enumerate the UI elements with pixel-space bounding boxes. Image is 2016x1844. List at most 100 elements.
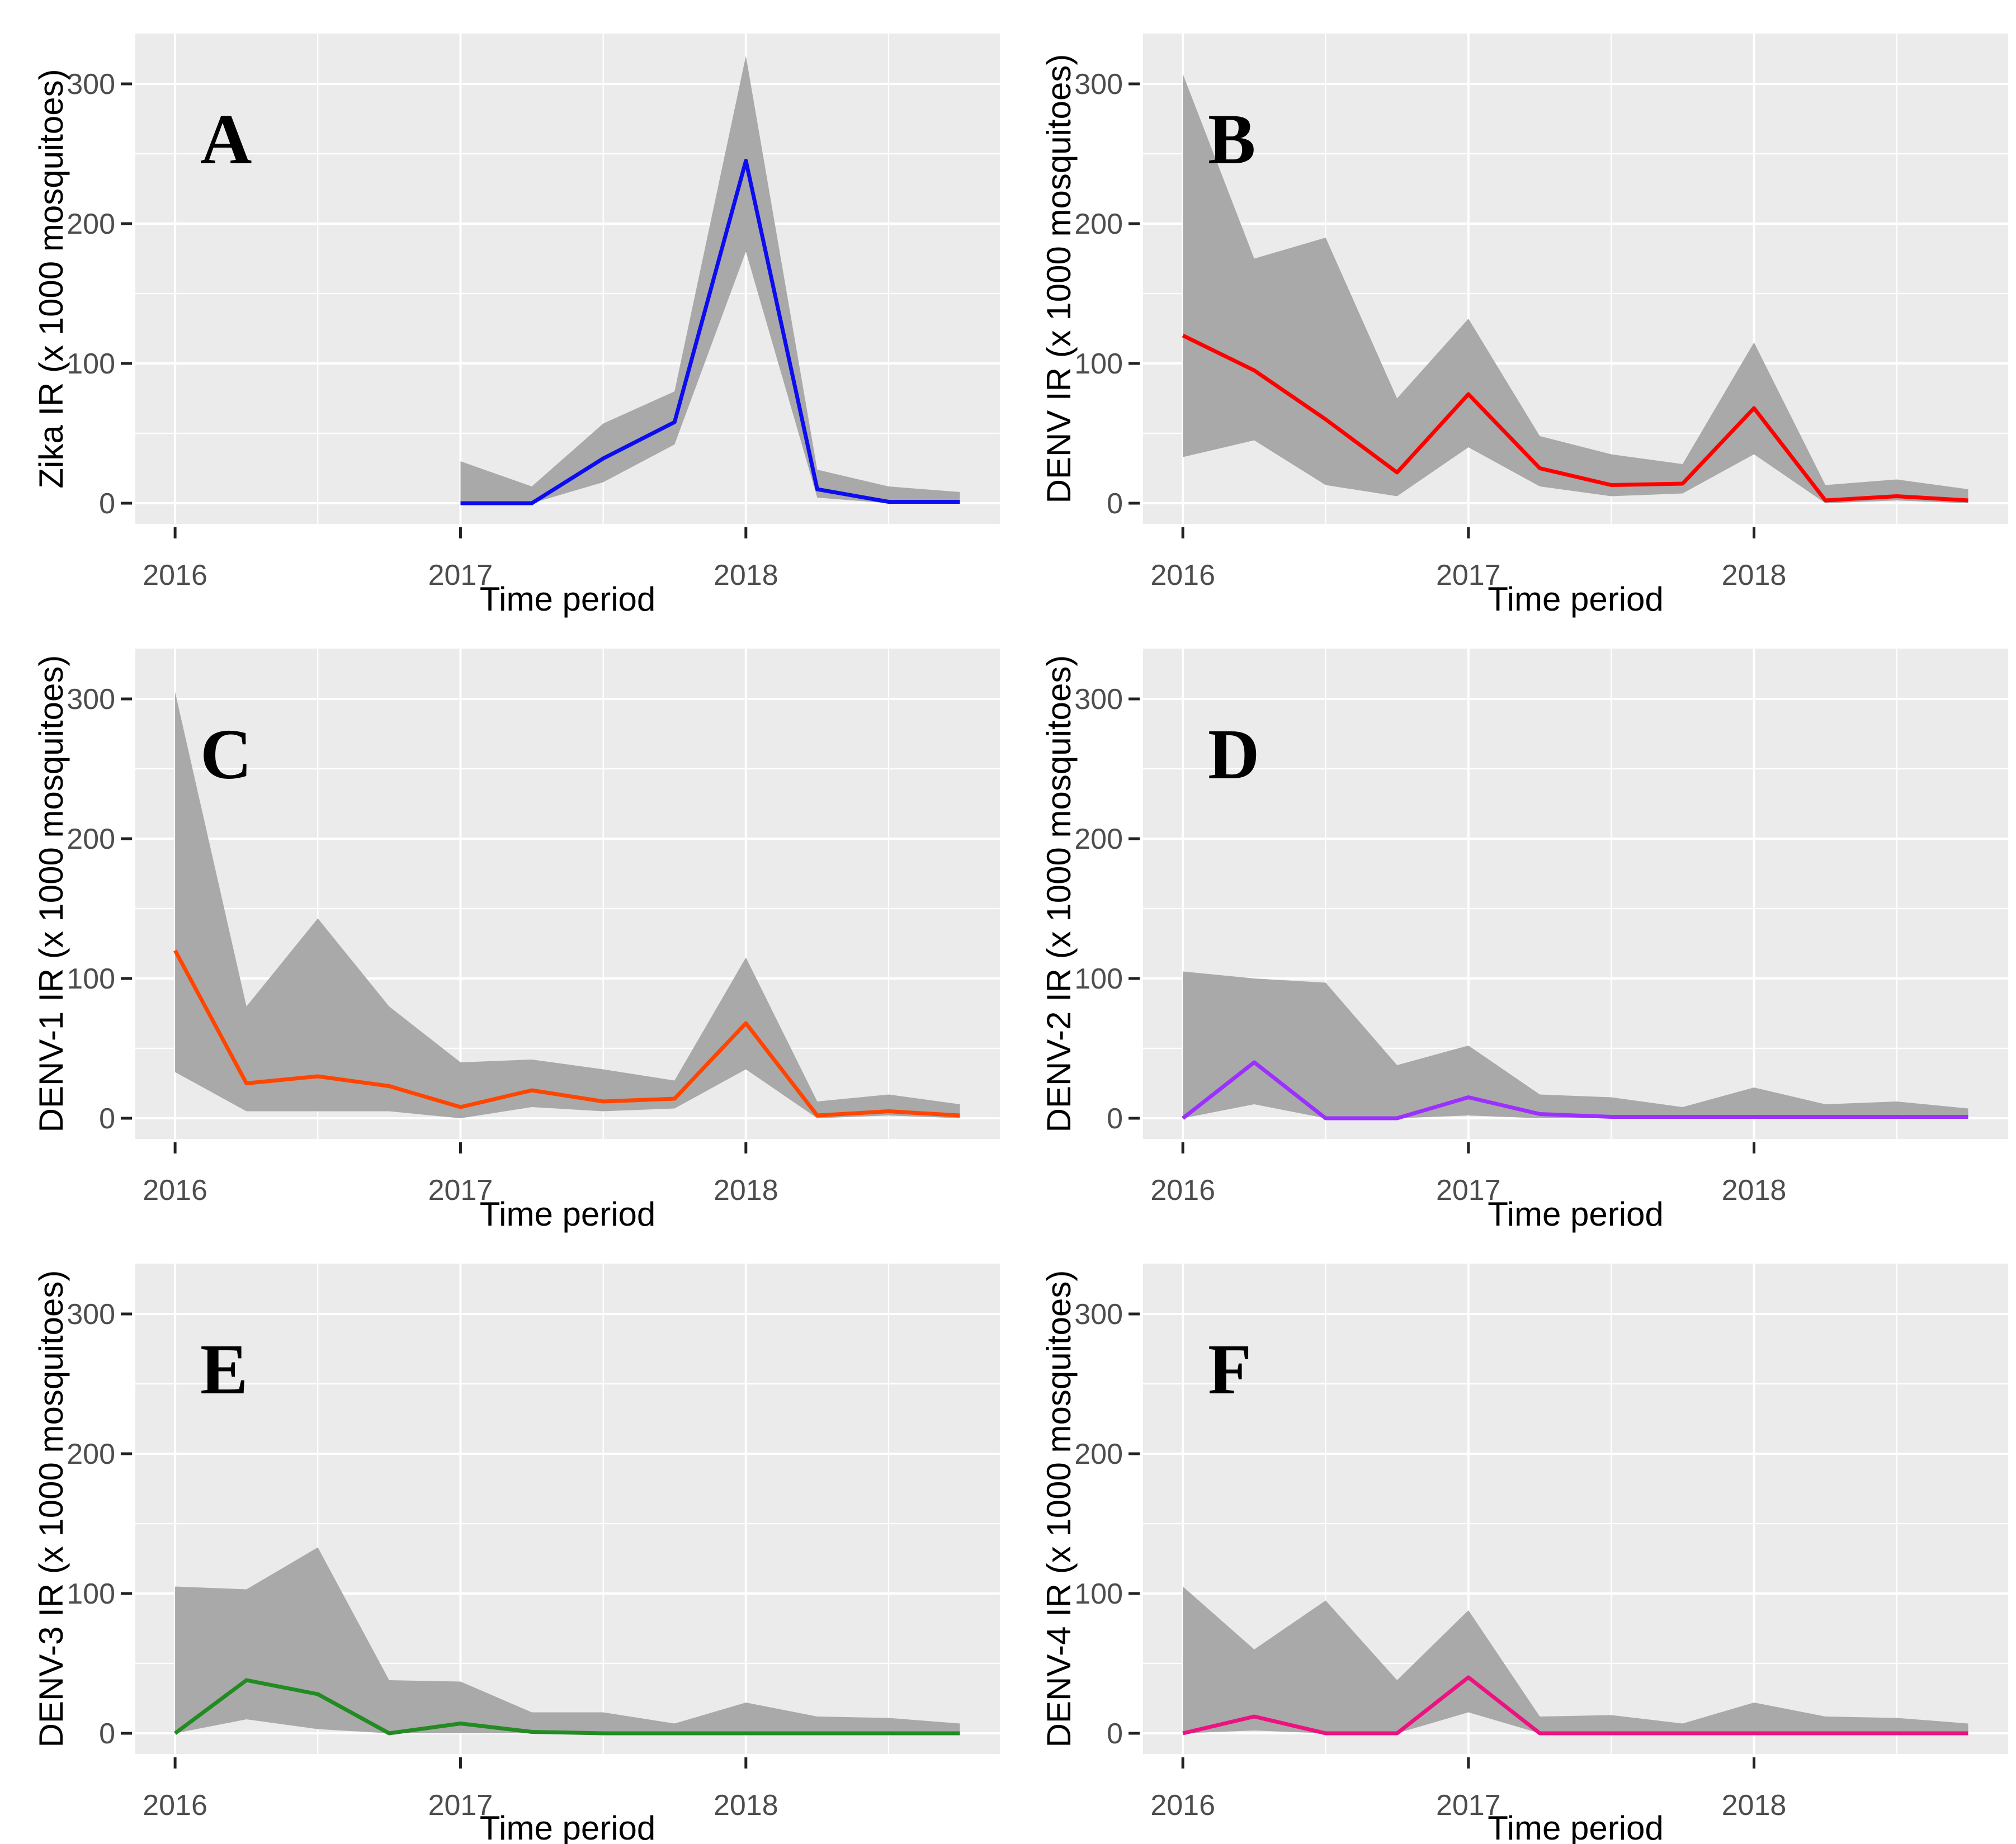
y-axis-title: DENV-4 IR (x 1000 mosquitoes)	[1040, 1270, 1078, 1748]
panel-denv2-ir: D 2016 2017 2018 Time period 0 100 200 300 DENV-2…	[1008, 615, 2016, 1233]
y-tick-label: 300	[67, 683, 115, 716]
x-axis: 2016 2017 2018 Time period	[1150, 1142, 1786, 1233]
panel-letter: A	[200, 100, 252, 179]
gridlines	[135, 34, 1000, 524]
x-tick-label: 2018	[1722, 1174, 1787, 1207]
y-tick-label: 100	[1074, 348, 1123, 380]
chart-panel-D: D 2016 2017 2018 Time period 0 100 200 300DENV-2…	[1040, 649, 2008, 1233]
panel-letter: E	[200, 1330, 248, 1409]
x-tick-label: 2016	[1150, 1789, 1215, 1822]
panel-zika-ir: A 2016 2017 2018 Time period 0 100 200 300 Zika I…	[0, 0, 1008, 618]
x-axis: 2016 2017 2018 Time period	[1150, 1757, 1786, 1844]
y-tick-label: 100	[1074, 1578, 1123, 1610]
chart-panel-E: E 2016 2017 2018 Time period 0 100 200 300DENV-3…	[32, 1264, 1000, 1844]
x-axis-title: Time period	[480, 1195, 656, 1233]
x-tick-label: 2018	[714, 1789, 778, 1822]
y-tick-label: 300	[67, 1298, 115, 1331]
y-tick-label: 200	[1074, 823, 1123, 855]
x-tick-label: 2017	[1436, 1174, 1501, 1207]
chart-panel-C: C 2016 2017 2018 Time period 0 100 200 300DENV-1…	[32, 649, 1000, 1233]
series-line	[1182, 1675, 1968, 1736]
x-axis: 2016 2017 2018 Time period	[143, 1757, 778, 1844]
y-tick-label: 0	[99, 1718, 115, 1750]
y-tick-label: 300	[1074, 68, 1123, 101]
panel-denv-ir: B 2016 2017 2018 Time period 0 100 200 300 DENV I…	[1008, 0, 2016, 618]
x-tick-label: 2018	[714, 1174, 778, 1207]
x-axis-title: Time period	[480, 580, 656, 618]
confidence-ribbon	[175, 692, 960, 1118]
confidence-ribbon	[460, 56, 960, 503]
y-tick-label: 100	[67, 1578, 115, 1610]
y-tick-label: 300	[67, 68, 115, 101]
x-axis-title: Time period	[480, 1809, 656, 1844]
gridlines	[135, 649, 1000, 1139]
x-axis: 2016 2017 2018 Time period	[143, 1142, 778, 1233]
panel-letter: D	[1208, 715, 1259, 794]
x-tick-label: 2016	[143, 1789, 207, 1822]
series-line	[174, 1678, 960, 1736]
x-tick-label: 2017	[1436, 559, 1501, 592]
y-tick-label: 0	[99, 1103, 115, 1135]
y-tick-label: 0	[1107, 1718, 1123, 1750]
y-tick-label: 200	[1074, 208, 1123, 240]
x-axis-title: Time period	[1488, 1195, 1664, 1233]
y-axis-title: DENV-2 IR (x 1000 mosquitoes)	[1040, 655, 1078, 1133]
y-axis-title: DENV-1 IR (x 1000 mosquitoes)	[32, 655, 70, 1133]
x-tick-label: 2016	[1150, 559, 1215, 592]
gridlines	[1143, 649, 2008, 1139]
x-tick-label: 2016	[1150, 1174, 1215, 1207]
y-tick-label: 300	[1074, 1298, 1123, 1331]
x-tick-label: 2018	[714, 559, 778, 592]
series-line	[460, 159, 960, 505]
gridlines	[1143, 34, 2008, 524]
x-tick-label: 2017	[428, 1789, 493, 1822]
y-tick-label: 0	[1107, 1103, 1123, 1135]
panel-letter: F	[1208, 1330, 1252, 1409]
panel-letter: B	[1208, 100, 1255, 179]
x-tick-label: 2017	[428, 559, 493, 592]
x-axis-title: Time period	[1488, 1809, 1664, 1844]
y-tick-label: 0	[99, 488, 115, 520]
y-tick-label: 100	[67, 963, 115, 995]
x-tick-label: 2017	[1436, 1789, 1501, 1822]
y-axis-title: DENV IR (x 1000 mosquitoes)	[1040, 54, 1078, 504]
x-axis: 2016 2017 2018 Time period	[1150, 527, 1786, 618]
y-tick-label: 100	[1074, 963, 1123, 995]
x-tick-label: 2016	[143, 1174, 207, 1207]
confidence-ribbon	[175, 1547, 960, 1733]
x-axis-title: Time period	[1488, 580, 1664, 618]
x-tick-label: 2018	[1722, 559, 1787, 592]
y-axis-title: Zika IR (x 1000 mosquitoes)	[32, 69, 70, 488]
gridlines	[1143, 1264, 2008, 1754]
y-tick-label: 0	[1107, 488, 1123, 520]
y-tick-label: 100	[67, 348, 115, 380]
y-tick-label: 200	[67, 823, 115, 855]
confidence-ribbon	[1183, 1586, 1968, 1733]
chart-panel-F: F 2016 2017 2018 Time period 0 100 200 300DENV-4…	[1040, 1264, 2008, 1844]
x-tick-label: 2016	[143, 559, 207, 592]
confidence-ribbon	[1183, 74, 1968, 503]
panel-denv4-ir: F 2016 2017 2018 Time period 0 100 200 300 DENV-4…	[1008, 1230, 2016, 1844]
confidence-ribbon	[1183, 971, 1968, 1118]
panel-denv1-ir: C 2016 2017 2018 Time period 0 100 200 300 DENV-1…	[0, 615, 1008, 1233]
panel-letter: C	[200, 715, 252, 794]
panel-denv3-ir: E 2016 2017 2018 Time period 0 100 200 300 DENV-3…	[0, 1230, 1008, 1844]
y-tick-label: 200	[67, 208, 115, 240]
x-tick-label: 2017	[428, 1174, 493, 1207]
y-tick-label: 200	[1074, 1438, 1123, 1471]
x-tick-label: 2018	[1722, 1789, 1787, 1822]
y-axis-title: DENV-3 IR (x 1000 mosquitoes)	[32, 1270, 70, 1748]
y-tick-label: 200	[67, 1438, 115, 1471]
y-tick-label: 300	[1074, 683, 1123, 716]
series-line	[173, 949, 960, 1118]
x-axis: 2016 2017 2018 Time period	[143, 527, 778, 618]
series-line	[1182, 1060, 1968, 1120]
